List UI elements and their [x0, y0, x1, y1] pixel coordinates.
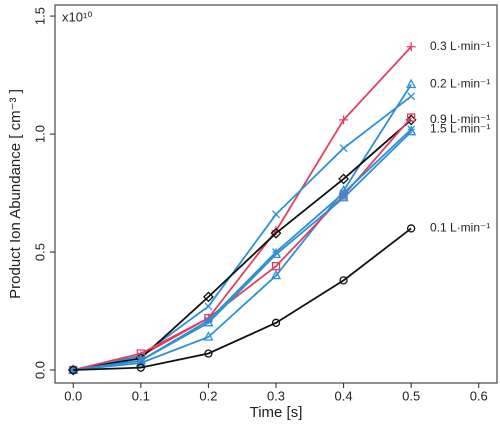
marker: [407, 224, 416, 233]
marker: [136, 363, 145, 372]
marker: [338, 173, 350, 185]
series-line: [73, 84, 412, 371]
marker: [204, 349, 213, 358]
marker: [339, 115, 349, 125]
series-line: [73, 116, 412, 371]
x-tick-label: 0.6: [470, 388, 488, 403]
marker: [270, 248, 282, 259]
series-line: [73, 95, 412, 371]
y-tick-label: 1.5: [32, 7, 47, 25]
marker: [202, 291, 214, 303]
marker: [270, 269, 282, 280]
marker: [339, 144, 348, 153]
x-tick-label: 0.4: [335, 388, 353, 403]
marker: [136, 349, 145, 358]
marker: [406, 78, 417, 89]
series-label: 0.3 L·min⁻¹: [430, 39, 490, 53]
marker: [203, 331, 214, 341]
marker: [406, 42, 416, 52]
x-axis-label: Time [s]: [250, 404, 303, 421]
series-line: [73, 119, 412, 371]
x-tick-label: 0.5: [402, 388, 420, 403]
y-tick-label: 0.0: [32, 361, 47, 379]
x-tick-label: 0.3: [267, 388, 285, 403]
marker: [338, 191, 349, 202]
series-label: 1.5 L·min⁻¹: [430, 122, 490, 136]
x-tick-label: 0.2: [199, 388, 217, 403]
x-tick-label: 0.0: [64, 388, 82, 403]
marker: [204, 302, 213, 311]
marker: [407, 125, 416, 134]
marker: [407, 92, 416, 101]
series-label: 0.2 L·min⁻¹: [430, 77, 490, 91]
marker: [271, 262, 281, 271]
marker: [69, 365, 78, 375]
series-line: [73, 131, 412, 371]
y-multiplier: x10¹⁰: [62, 9, 93, 24]
marker: [272, 248, 280, 257]
marker: [407, 113, 416, 122]
y-tick-label: 1.0: [32, 125, 47, 143]
marker: [204, 316, 213, 325]
series-line: [73, 227, 412, 371]
series-label: 0.1 L·min⁻¹: [430, 221, 490, 235]
series-line: [73, 46, 412, 371]
y-tick-label: 0.5: [32, 243, 47, 261]
marker: [271, 318, 281, 327]
marker: [270, 227, 282, 239]
marker: [204, 313, 213, 323]
y-axis-label: Product Ion Abundance [ cm⁻³ ]: [7, 89, 24, 299]
marker: [406, 125, 417, 136]
marker: [272, 210, 280, 219]
x-tick-label: 0.1: [132, 388, 150, 403]
series-label: 0.9 L·min⁻¹: [430, 112, 490, 126]
marker: [339, 276, 348, 285]
marker: [203, 316, 214, 327]
